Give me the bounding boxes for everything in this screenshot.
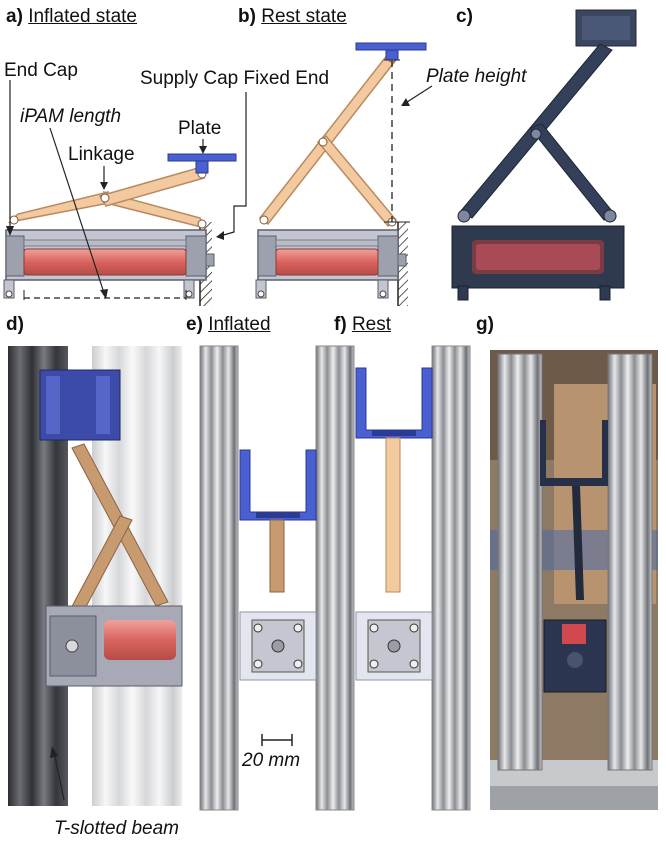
panel-d-letter: d) <box>6 314 24 335</box>
panel-f-title: Rest <box>351 314 392 335</box>
panel-f-letter: f) <box>334 314 347 335</box>
beam-left <box>199 345 239 811</box>
panel-a-letter: a) <box>6 6 23 27</box>
end-cap-label: End Cap <box>4 60 78 81</box>
panel-e-letter: e) <box>186 314 203 335</box>
panel-g-letter: g) <box>476 314 494 335</box>
panel-c-letter: c) <box>456 6 473 27</box>
panel-c-heading: c) <box>456 6 473 28</box>
panel-a-schematic <box>3 80 247 306</box>
photo-linkage <box>572 486 584 600</box>
ipam-tube <box>23 248 187 276</box>
panel-b-letter: b) <box>238 6 256 27</box>
plate-height-label: Plate height <box>426 66 527 87</box>
photo-plate <box>540 478 608 486</box>
link-c-2 <box>529 123 617 221</box>
plate-label: Plate <box>178 118 222 139</box>
ipam-tube-b <box>275 248 379 276</box>
panel-b-heading: b) Rest state <box>238 6 347 28</box>
panel-e-f-render <box>199 345 471 811</box>
t-slotted-beam-label: T-slotted beam <box>54 818 179 839</box>
end-cap <box>5 235 25 277</box>
panel-d-heading: d) <box>6 314 24 336</box>
photo-beam-right <box>607 353 653 771</box>
photo-beam-left <box>497 353 543 771</box>
scale-label: 20 mm <box>242 750 301 771</box>
plate-a <box>167 153 237 162</box>
supply-cap <box>185 235 207 277</box>
panel-b-title: Rest state <box>261 6 347 27</box>
plate-b <box>355 42 427 51</box>
beam-right <box>431 345 471 811</box>
beam-middle <box>315 345 355 811</box>
panel-f-heading: f) Rest <box>334 314 391 336</box>
panel-c-render <box>451 9 637 301</box>
linkage-f <box>385 437 401 593</box>
panel-g-photo <box>490 350 658 810</box>
panel-g-heading: g) <box>476 314 494 336</box>
linkage-label: Linkage <box>68 144 135 165</box>
linkage-e <box>269 519 285 593</box>
supply-cap-label: Supply Cap Fixed End <box>140 68 330 89</box>
ipam-tube-d <box>104 620 176 660</box>
plate-f <box>355 367 433 439</box>
plate-e <box>239 449 317 521</box>
ipam-length-label: iPAM length <box>20 106 122 127</box>
panel-d-render <box>8 346 183 806</box>
panel-b-schematic <box>255 42 433 306</box>
panel-a-title: Inflated state <box>28 6 137 27</box>
panel-e-heading: e) Inflated <box>186 314 271 336</box>
panel-e-title: Inflated <box>208 314 271 335</box>
panel-a-heading: a) Inflated state <box>6 6 137 28</box>
